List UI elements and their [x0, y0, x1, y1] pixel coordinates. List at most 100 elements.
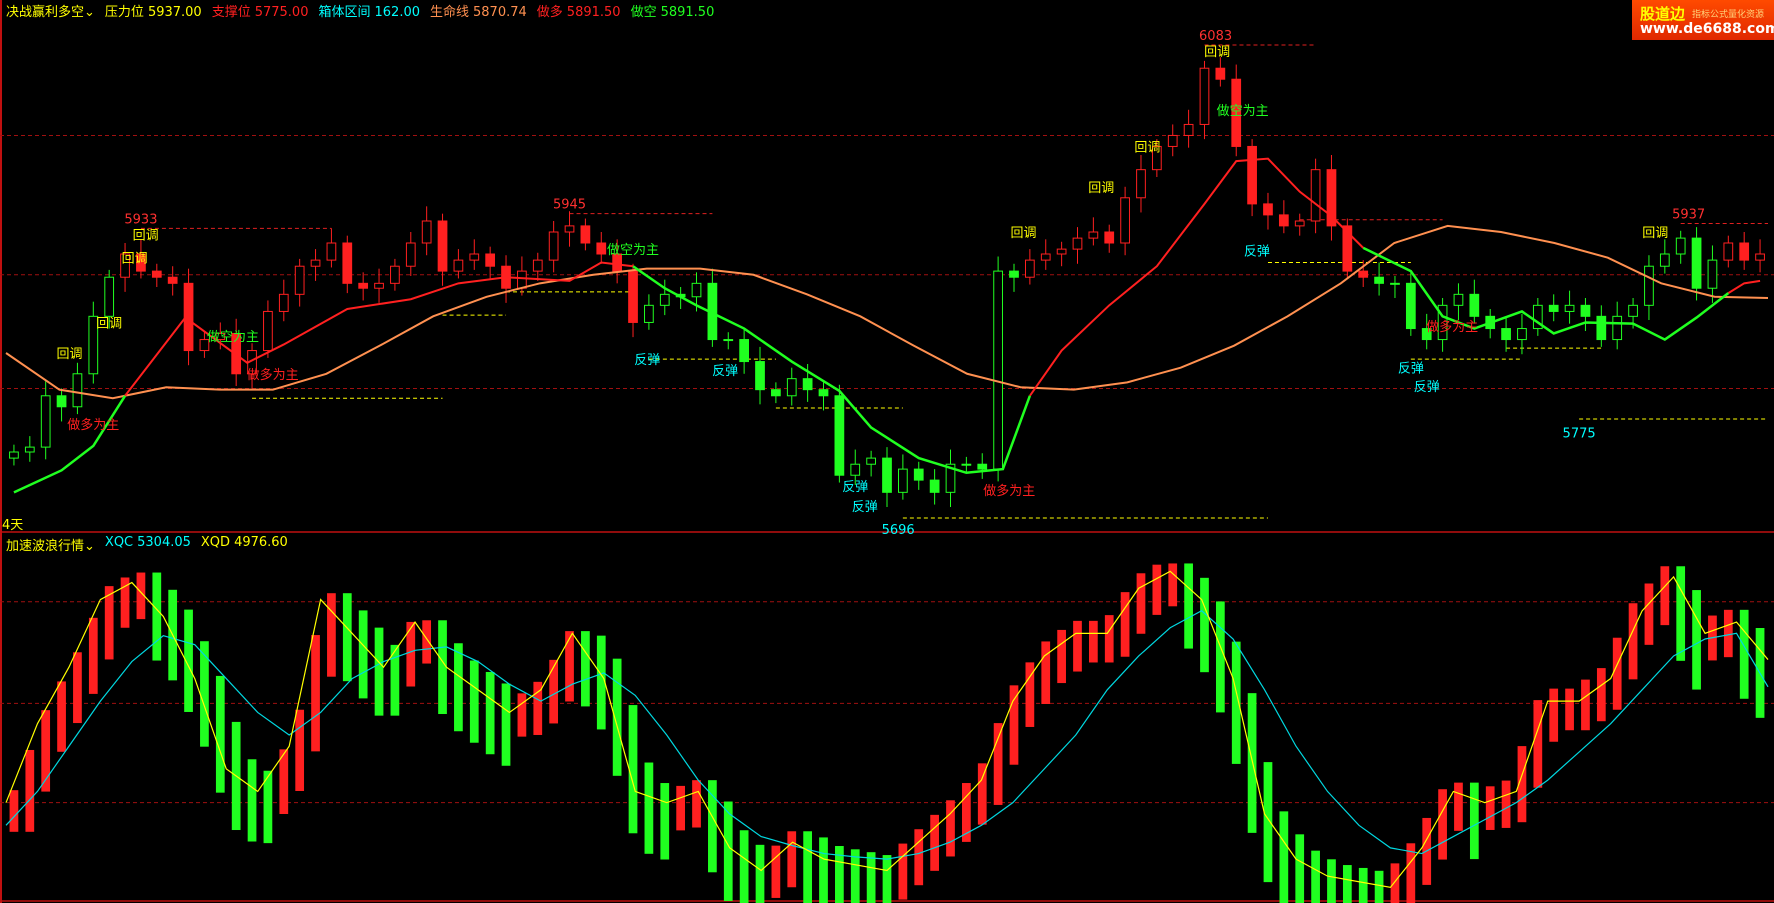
- wave-bar: [1057, 629, 1066, 684]
- wave-bar: [1485, 786, 1495, 830]
- wave-bar: [57, 681, 66, 752]
- candle: [1056, 248, 1067, 255]
- candle: [167, 276, 178, 284]
- candle: [1644, 265, 1654, 306]
- item-label: 做空: [630, 5, 657, 20]
- wave-bar: [612, 658, 622, 776]
- wave-bar: [1454, 782, 1463, 831]
- signal-annotation: 反弹: [1244, 244, 1270, 259]
- wave-bar: [1660, 566, 1670, 626]
- candle: [342, 242, 353, 284]
- wave-bar: [930, 814, 939, 871]
- candle: [834, 395, 845, 476]
- wave-bar: [1628, 603, 1638, 680]
- wave-bar: [1073, 620, 1082, 672]
- wave-bar: [25, 749, 35, 832]
- period-label: 4天: [2, 518, 24, 533]
- candle: [1120, 197, 1130, 244]
- wave-bar: [501, 683, 511, 766]
- wave-bar: [1612, 637, 1622, 710]
- lifeline: [5, 224, 1769, 400]
- sub-indicator-header: 加速波浪行情 ⌄ XQC 5304.05 XQD 4976.60: [6, 535, 288, 554]
- candle: [24, 446, 35, 453]
- signal-annotation: 回调: [1088, 181, 1114, 196]
- wave-bar: [723, 801, 733, 902]
- candle: [1040, 253, 1051, 261]
- wave-bar: [787, 831, 797, 888]
- wave-bar: [279, 749, 289, 814]
- wave-bar: [692, 780, 701, 828]
- signal-annotation: 回调: [1134, 140, 1160, 155]
- candle: [691, 282, 702, 298]
- wave-bar: [41, 710, 51, 792]
- candle: [1024, 259, 1035, 278]
- sub-indicator-selector[interactable]: 加速波浪行情 ⌄: [6, 535, 95, 554]
- logo-brand: 股道边: [1640, 5, 1686, 23]
- wave-bar: [1231, 641, 1241, 764]
- wave-bar: [517, 693, 527, 737]
- wave-bar: [1644, 583, 1654, 645]
- price-label: 6083: [1199, 29, 1232, 44]
- signal-annotation: 回调: [133, 228, 159, 243]
- wave-bar: [200, 641, 209, 747]
- wave-bar: [1327, 859, 1336, 903]
- candle: [517, 270, 527, 289]
- wave-bar: [1501, 780, 1511, 828]
- candle: [1294, 220, 1305, 227]
- wave-bar: [73, 652, 82, 724]
- candle: [294, 265, 305, 295]
- wave-bar: [771, 845, 781, 898]
- wave-bar: [708, 780, 717, 873]
- wave-bar: [819, 837, 828, 903]
- candle: [215, 332, 226, 341]
- wave-bar: [660, 783, 670, 860]
- candle: [1675, 237, 1686, 255]
- wave-bar: [946, 800, 955, 857]
- wave-bar: [454, 643, 463, 732]
- candle: [1580, 304, 1591, 317]
- signal-annotation: 回调: [1011, 226, 1037, 241]
- wave-bar: [1469, 782, 1479, 860]
- main-indicator-header: 决战赢利多空 ⌄ 压力位 5937.00 支撑位 5775.00 箱体区间 162.00 生…: [6, 1, 714, 20]
- candle: [326, 242, 337, 261]
- indicator-selector[interactable]: 决战赢利多空 ⌄: [6, 1, 95, 20]
- candle: [485, 253, 496, 267]
- candle: [1104, 231, 1115, 244]
- candle: [183, 282, 194, 352]
- wave-bar: [1549, 688, 1559, 742]
- candle: [374, 282, 384, 289]
- item-label: 压力位: [104, 5, 144, 20]
- wave-bar: [977, 763, 987, 825]
- candle: [644, 304, 654, 323]
- wave-bar: [1533, 700, 1543, 788]
- candle: [469, 253, 480, 261]
- candle: [1421, 328, 1432, 341]
- signal-annotation: 做空为主: [207, 330, 259, 345]
- header-item: 压力位 5937.00: [105, 1, 202, 20]
- sub-header-item: XQD 4976.60: [201, 535, 288, 554]
- wave-bar: [565, 631, 574, 702]
- wave-bar: [422, 620, 432, 664]
- wave-bar: [406, 621, 416, 687]
- candle: [993, 270, 1003, 470]
- candle: [1532, 304, 1543, 330]
- candle: [1278, 214, 1289, 227]
- candle: [72, 373, 83, 408]
- candle: [945, 463, 956, 493]
- wave-bar: [1676, 566, 1686, 661]
- candle: [1659, 253, 1670, 267]
- candle: [390, 265, 400, 284]
- chevron-down-icon: ⌄: [84, 539, 95, 554]
- candle: [1612, 315, 1623, 341]
- wave-bar: [1279, 811, 1289, 903]
- candle: [564, 225, 575, 233]
- wave-bar: [914, 829, 924, 886]
- item-value: 5891.50: [566, 5, 621, 20]
- wave-bar: [1152, 564, 1162, 615]
- item-value: 5937.00: [147, 5, 202, 20]
- wave-bar: [1438, 789, 1447, 860]
- wave-bar: [374, 627, 384, 716]
- wave-bar: [1041, 641, 1051, 704]
- wave-bar: [628, 705, 638, 834]
